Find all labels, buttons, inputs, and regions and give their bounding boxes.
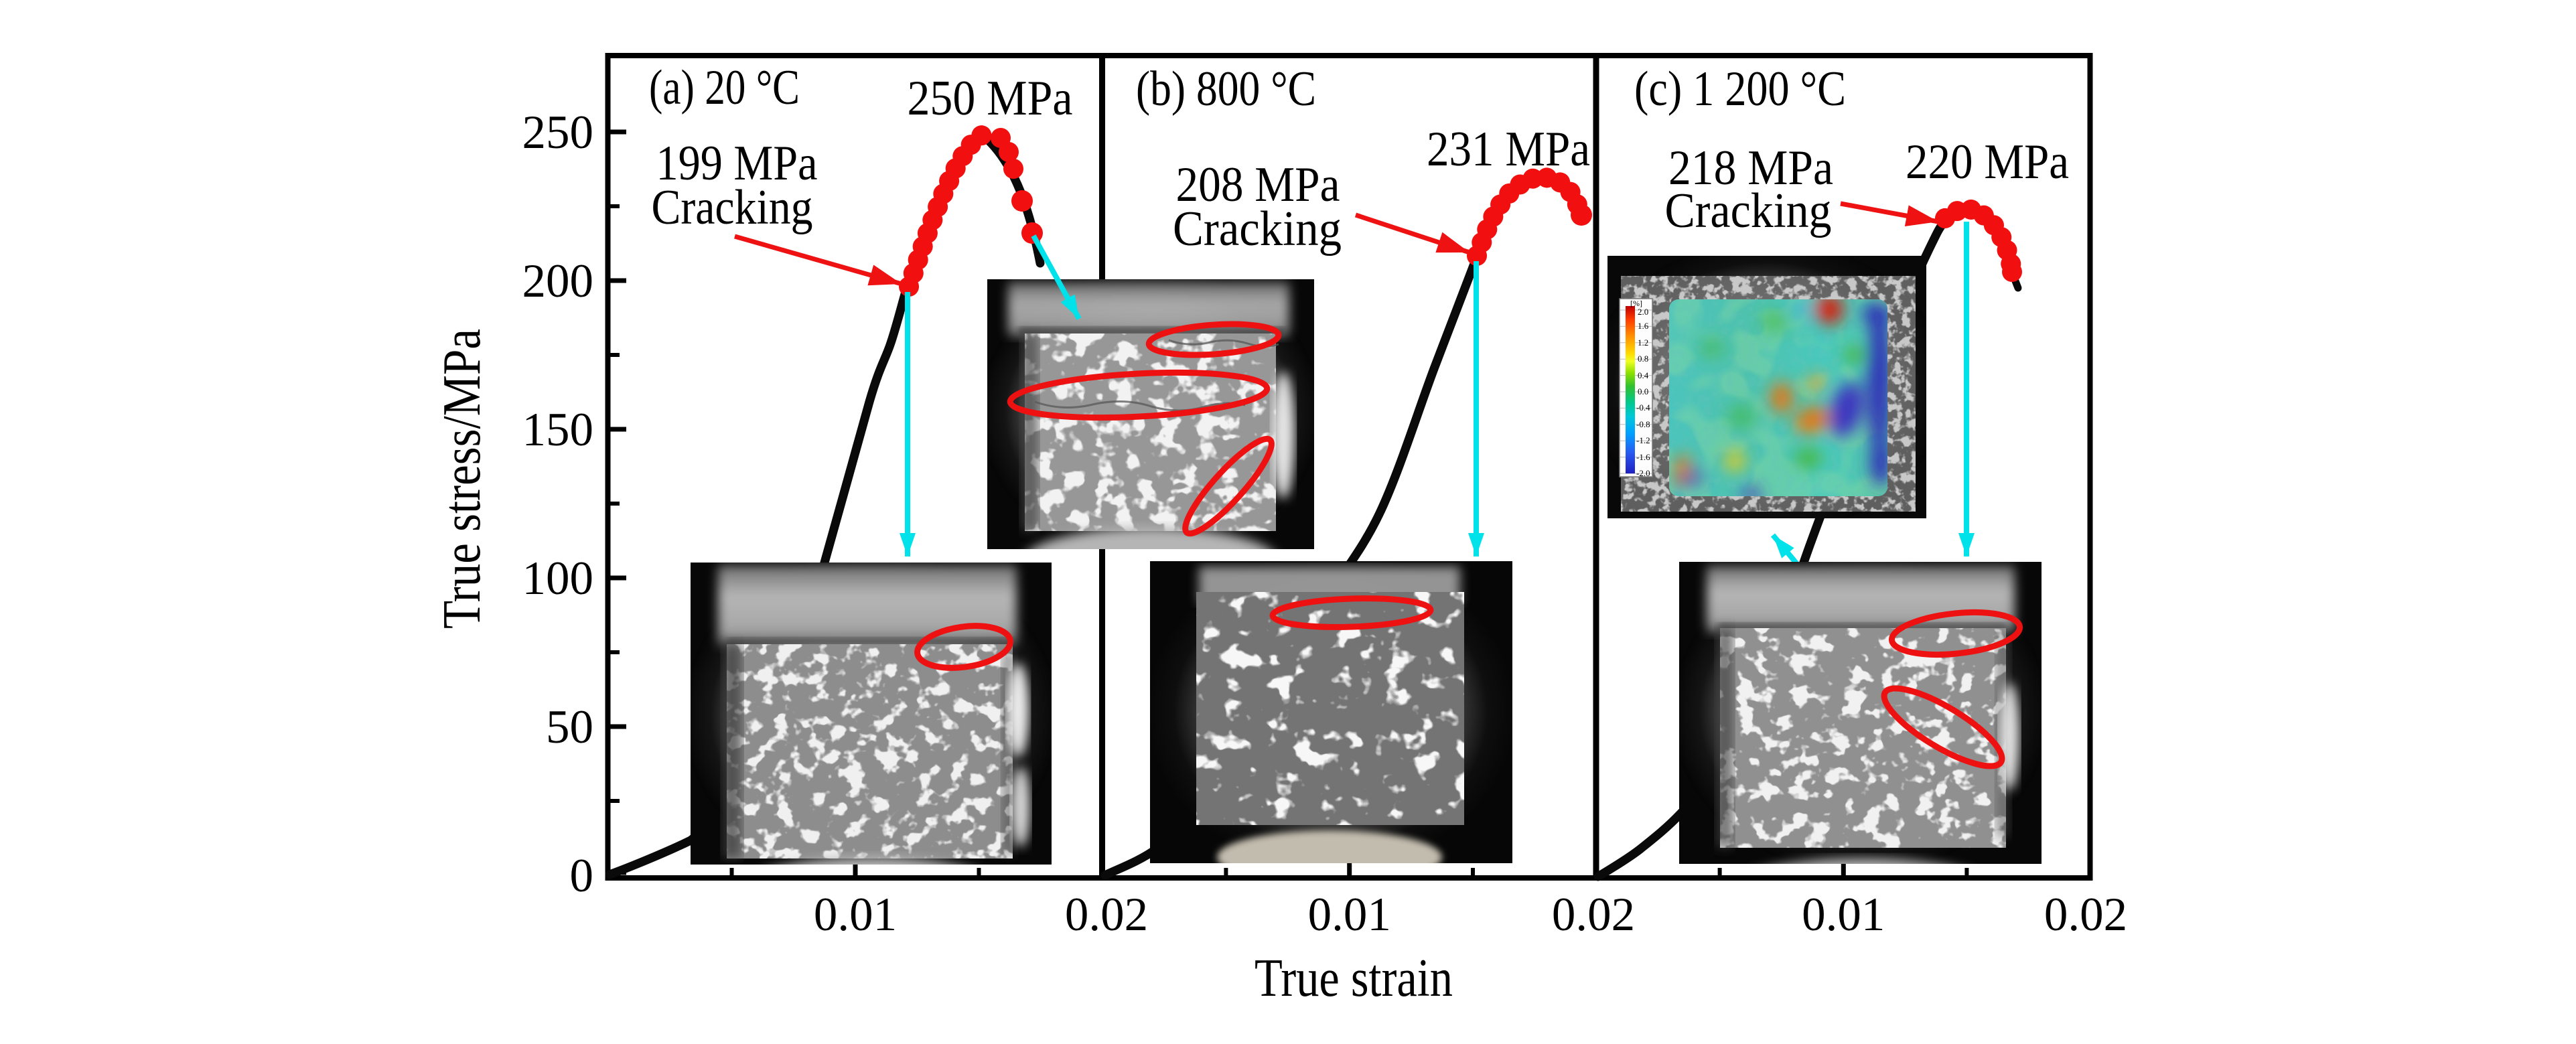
svg-text:0.01: 0.01	[814, 889, 897, 941]
svg-text:0.4: 0.4	[1638, 370, 1649, 380]
svg-text:220 MPa: 220 MPa	[1906, 135, 2069, 190]
svg-text:50: 50	[546, 701, 593, 753]
svg-text:[%]: [%]	[1630, 299, 1642, 308]
svg-text:231 MPa: 231 MPa	[1427, 122, 1590, 177]
svg-text:0.02: 0.02	[2044, 889, 2127, 941]
svg-text:-1.2: -1.2	[1636, 435, 1650, 445]
svg-text:-2.0: -2.0	[1636, 468, 1650, 478]
svg-text:(b) 800 °C: (b) 800 °C	[1136, 62, 1316, 117]
svg-text:0: 0	[570, 850, 594, 902]
svg-text:150: 150	[522, 404, 594, 456]
svg-text:-0.4: -0.4	[1636, 402, 1650, 413]
svg-text:100: 100	[522, 552, 594, 605]
svg-text:199 MPa: 199 MPa	[656, 136, 818, 191]
svg-text:250: 250	[522, 106, 594, 159]
svg-text:0.01: 0.01	[1308, 889, 1391, 941]
svg-text:-1.6: -1.6	[1636, 452, 1650, 462]
svg-text:Cracking: Cracking	[1173, 202, 1342, 256]
svg-text:0.02: 0.02	[1552, 889, 1635, 941]
svg-text:250 MPa: 250 MPa	[908, 71, 1073, 126]
svg-text:1.2: 1.2	[1638, 338, 1648, 348]
svg-text:(a) 20 °C: (a) 20 °C	[649, 60, 800, 115]
svg-text:200: 200	[522, 255, 594, 307]
svg-text:True stress/MPa: True stress/MPa	[433, 329, 492, 629]
svg-text:1.6: 1.6	[1638, 321, 1649, 331]
svg-text:True strain: True strain	[1255, 949, 1453, 1008]
svg-text:0.01: 0.01	[1802, 889, 1885, 941]
svg-text:Cracking: Cracking	[1665, 183, 1832, 238]
svg-text:208 MPa: 208 MPa	[1176, 157, 1340, 212]
svg-text:0.02: 0.02	[1065, 889, 1148, 941]
svg-text:(c) 1 200 °C: (c) 1 200 °C	[1634, 62, 1846, 117]
svg-text:2.0: 2.0	[1638, 307, 1648, 317]
svg-text:218 MPa: 218 MPa	[1668, 141, 1833, 196]
svg-text:0.8: 0.8	[1638, 354, 1648, 364]
svg-text:Cracking: Cracking	[652, 180, 813, 235]
svg-text:0.0: 0.0	[1638, 386, 1648, 396]
svg-text:-0.8: -0.8	[1636, 419, 1650, 429]
